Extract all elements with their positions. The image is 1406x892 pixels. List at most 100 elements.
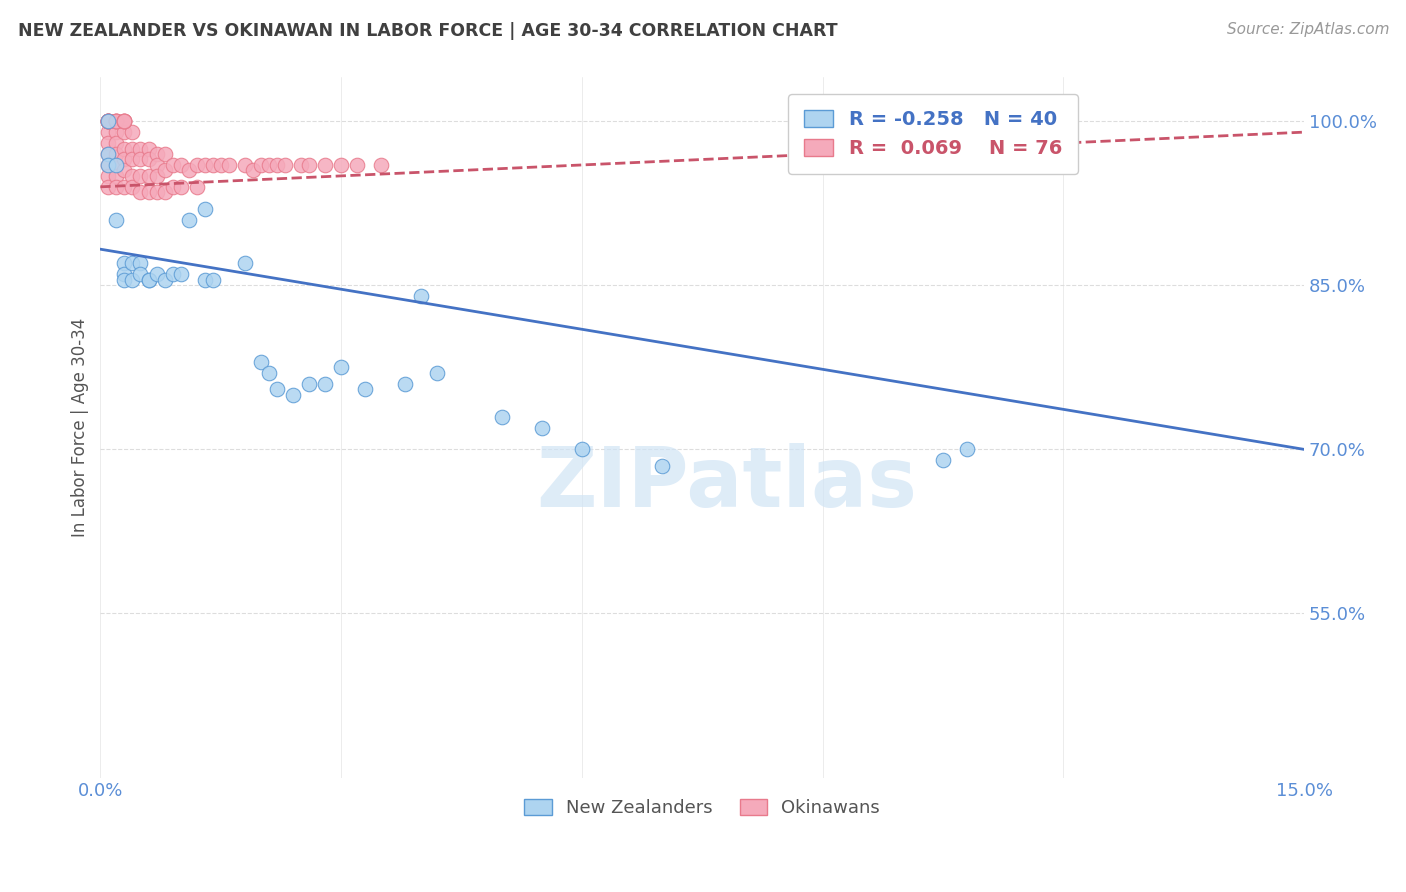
Point [145,186,167,200]
Point [201,158,224,172]
Point [97,114,120,128]
Point [298,158,321,172]
Point [162,268,184,282]
Point [138,186,160,200]
Point [97,114,120,128]
Point [145,158,167,172]
Point [129,256,152,270]
Point [105,158,128,172]
Point [105,179,128,194]
Point [112,153,135,167]
Point [138,273,160,287]
Point [274,158,297,172]
Point [97,114,120,128]
Point [145,268,167,282]
Point [177,163,200,178]
Point [112,125,135,139]
Point [129,268,152,282]
Point [121,125,143,139]
Point [354,382,377,396]
Point [169,158,191,172]
Point [370,158,392,172]
Point [411,289,433,303]
Text: NEW ZEALANDER VS OKINAWAN IN LABOR FORCE | AGE 30-34 CORRELATION CHART: NEW ZEALANDER VS OKINAWAN IN LABOR FORCE… [18,22,838,40]
Point [105,114,128,128]
Point [97,158,120,172]
Point [112,142,135,156]
Point [194,158,217,172]
Point [97,147,120,161]
Point [233,158,256,172]
Point [112,273,135,287]
Point [186,158,208,172]
Point [162,179,184,194]
Point [281,387,304,401]
Point [97,114,120,128]
Point [112,179,135,194]
Point [129,142,152,156]
Point [153,147,176,161]
Point [97,114,120,128]
Point [97,169,120,183]
Point [112,256,135,270]
Text: Source: ZipAtlas.com: Source: ZipAtlas.com [1226,22,1389,37]
Point [112,114,135,128]
Point [105,114,128,128]
Point [242,163,264,178]
Point [233,256,256,270]
Point [201,273,224,287]
Point [651,458,673,473]
Point [153,163,176,178]
Point [105,136,128,150]
Point [97,147,120,161]
Point [314,158,336,172]
Point [330,158,353,172]
Point [138,142,160,156]
Point [138,153,160,167]
Point [162,158,184,172]
Point [209,158,232,172]
Point [105,169,128,183]
Point [121,169,143,183]
Point [298,376,321,391]
Point [250,355,273,369]
Point [97,114,120,128]
Point [138,273,160,287]
Point [194,273,217,287]
Point [112,114,135,128]
Point [266,158,288,172]
Point [105,158,128,172]
Point [97,114,120,128]
Point [257,158,280,172]
Point [314,376,336,391]
Point [105,114,128,128]
Point [177,212,200,227]
Point [218,158,240,172]
Point [250,158,273,172]
Point [153,186,176,200]
Point [105,125,128,139]
Point [194,202,217,216]
Point [145,169,167,183]
Point [105,147,128,161]
Point [169,179,191,194]
Point [121,153,143,167]
Point [138,169,160,183]
Point [121,179,143,194]
Point [129,153,152,167]
Point [105,114,128,128]
Point [145,147,167,161]
Point [97,125,120,139]
Point [186,179,208,194]
Point [121,142,143,156]
Point [97,114,120,128]
Point [346,158,368,172]
Point [571,442,593,457]
Point [97,179,120,194]
Point [105,212,128,227]
Point [129,186,152,200]
Point [129,169,152,183]
Y-axis label: In Labor Force | Age 30-34: In Labor Force | Age 30-34 [72,318,89,537]
Point [426,366,449,380]
Point [112,268,135,282]
